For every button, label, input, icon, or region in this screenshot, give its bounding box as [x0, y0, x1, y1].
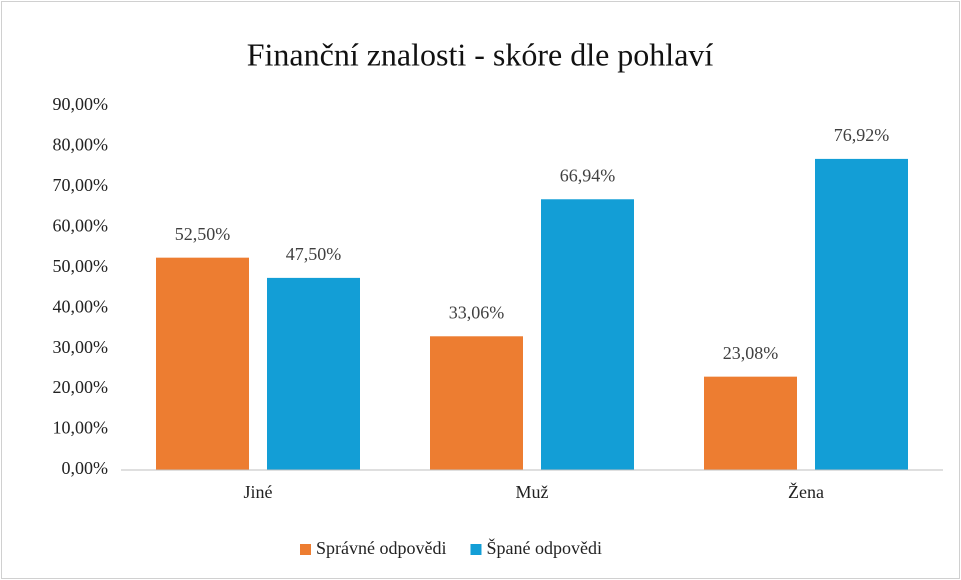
value-label: 76,92% — [834, 125, 890, 145]
y-tick-label: 0,00% — [62, 458, 109, 478]
bar — [541, 199, 634, 470]
value-label: 47,50% — [286, 244, 342, 264]
legend-swatch — [300, 544, 311, 555]
y-tick-label: 70,00% — [53, 175, 109, 195]
y-tick-label: 90,00% — [53, 94, 109, 114]
chart-title: Finanční znalosti - skóre dle pohlaví — [247, 36, 714, 72]
y-tick-label: 30,00% — [53, 337, 109, 357]
bar — [704, 376, 797, 470]
value-label: 23,08% — [723, 343, 779, 363]
value-label: 52,50% — [175, 224, 231, 244]
y-tick-label: 10,00% — [53, 418, 109, 438]
bar — [156, 257, 249, 470]
y-tick-label: 20,00% — [53, 377, 109, 397]
x-tick-label: Jiné — [244, 482, 273, 502]
x-tick-label: Žena — [788, 481, 824, 502]
y-tick-label: 50,00% — [53, 256, 109, 276]
value-label: 66,94% — [560, 165, 616, 185]
bar — [815, 158, 908, 470]
y-tick-label: 60,00% — [53, 215, 109, 235]
legend-swatch — [470, 544, 482, 555]
legend-label: Správné odpovědi — [316, 538, 446, 558]
bar — [430, 336, 523, 470]
x-tick-label: Muž — [516, 482, 549, 502]
legend-label: Špané odpovědi — [486, 537, 601, 558]
y-tick-label: 80,00% — [53, 135, 109, 155]
value-label: 33,06% — [449, 302, 505, 322]
bar — [267, 277, 360, 470]
y-tick-label: 40,00% — [53, 296, 109, 316]
